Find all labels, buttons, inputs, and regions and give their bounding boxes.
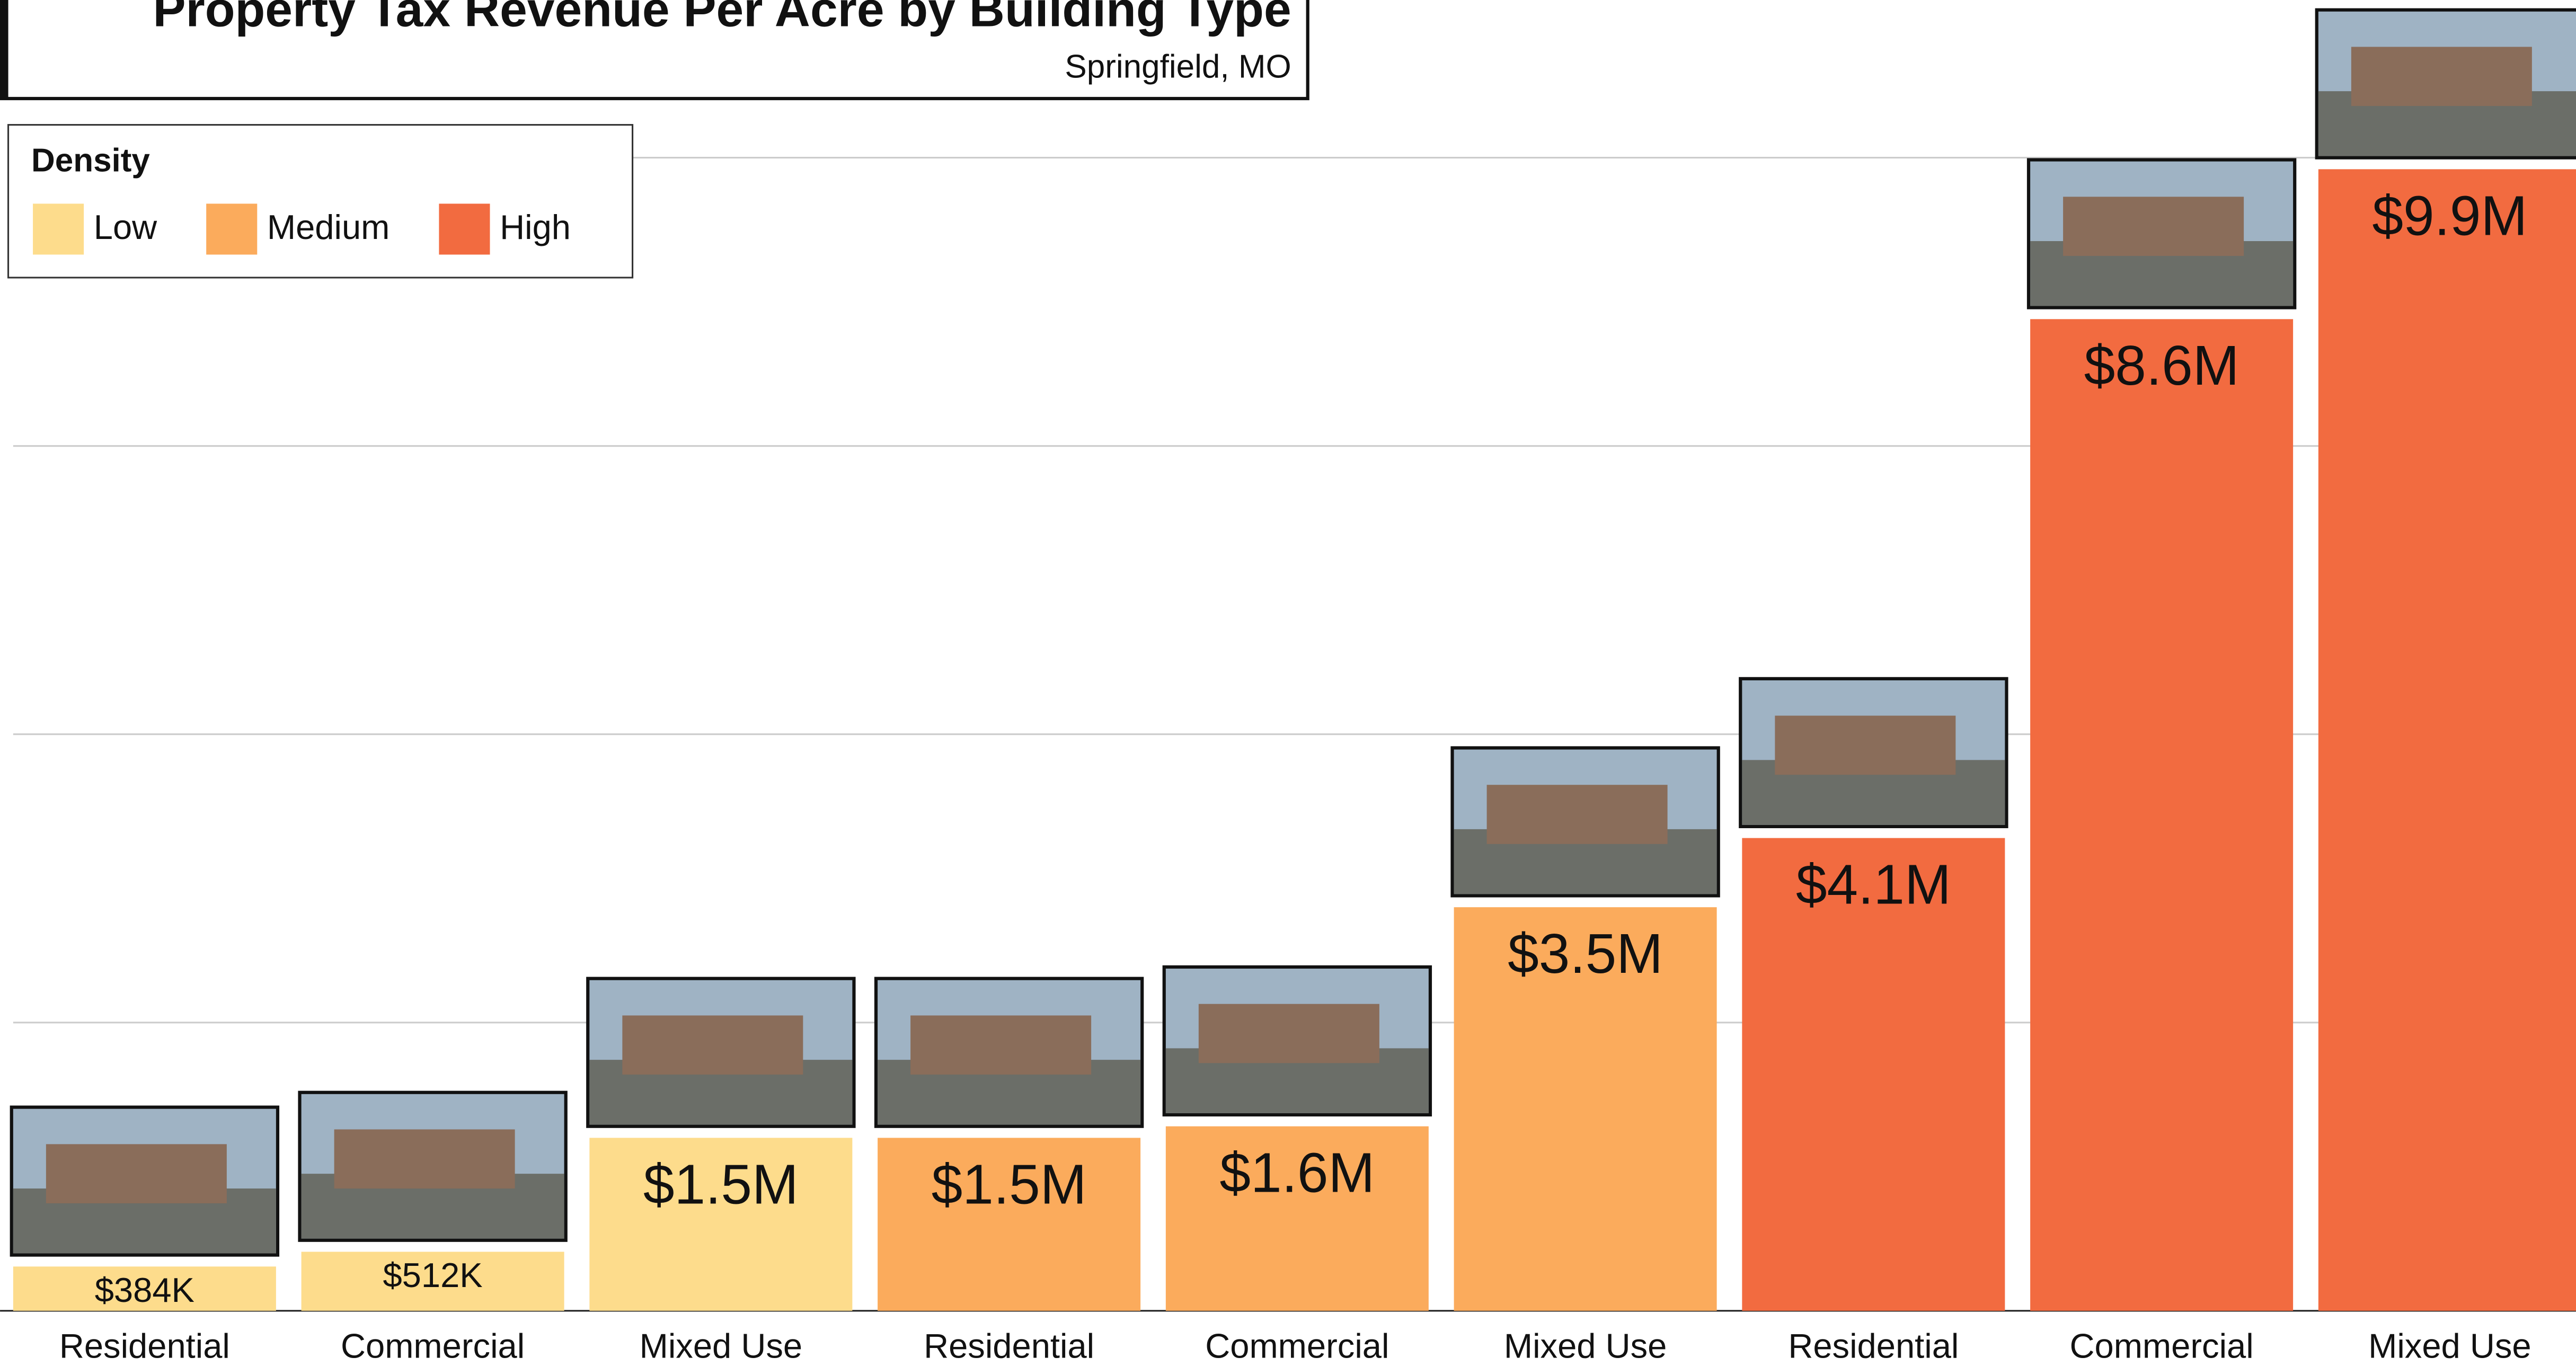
title-accent xyxy=(0,0,8,99)
x-tick-label: Commercial xyxy=(1205,1326,1389,1365)
x-tick-label: Mixed Use xyxy=(640,1326,802,1365)
legend-label: High xyxy=(500,208,571,246)
legend-swatch xyxy=(206,203,257,254)
value-label: $9.9M xyxy=(2372,185,2527,247)
legend-label: Medium xyxy=(267,208,390,246)
x-tick-label: Commercial xyxy=(2069,1326,2253,1365)
photo-building xyxy=(1199,1004,1379,1063)
chart-title: Property Tax Revenue Per Acre by Buildin… xyxy=(153,0,1291,37)
value-label: $1.5M xyxy=(932,1154,1087,1216)
x-tick-label: Mixed Use xyxy=(1504,1326,1667,1365)
chart-subtitle: Springfield, MO xyxy=(1065,49,1291,85)
bar xyxy=(2030,319,2293,1311)
photo-building xyxy=(1775,716,1955,775)
legend-label: Low xyxy=(94,208,157,246)
photo-building xyxy=(622,1015,803,1075)
legend-swatch xyxy=(33,203,84,254)
photo-building xyxy=(2351,47,2532,106)
photo-building xyxy=(334,1129,515,1188)
x-tick-label: Residential xyxy=(1788,1326,1959,1365)
value-label: $1.6M xyxy=(1219,1142,1375,1204)
x-tick-label: Residential xyxy=(924,1326,1094,1365)
x-tick-label: Commercial xyxy=(341,1326,525,1365)
photo-building xyxy=(46,1144,227,1203)
x-tick-label: Mixed Use xyxy=(2368,1326,2531,1365)
photo-building xyxy=(1487,785,1668,844)
legend-swatch xyxy=(439,203,490,254)
value-label: $8.6M xyxy=(2084,335,2239,397)
photo-building xyxy=(910,1015,1091,1075)
bar xyxy=(2318,169,2576,1310)
photo-building xyxy=(2063,197,2244,256)
value-label: $4.1M xyxy=(1796,854,1951,916)
value-label: $512K xyxy=(383,1256,482,1294)
page: {"chart_data": {"type": "bar", "title": … xyxy=(0,0,2576,1366)
value-label: $384K xyxy=(95,1271,194,1309)
value-label: $1.5M xyxy=(643,1154,799,1216)
x-tick-label: Residential xyxy=(59,1326,230,1365)
chart: Property Tax Revenue Per Acre by Buildin… xyxy=(0,0,2576,1366)
value-label: $3.5M xyxy=(1508,923,1663,985)
legend-title: Density xyxy=(31,142,150,179)
